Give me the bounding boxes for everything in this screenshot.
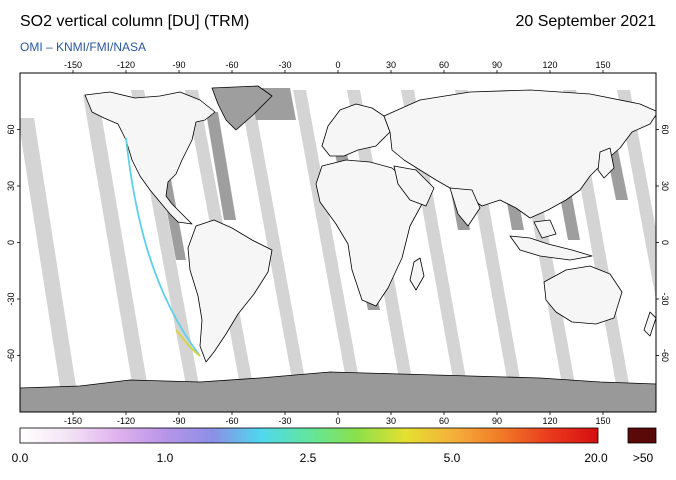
lon-tick-label: -150 [64,416,82,426]
lon-tick-label: 90 [492,416,502,426]
australia [543,265,623,325]
lon-tick-label: 90 [492,60,502,70]
lon-tick-label: -120 [117,416,135,426]
antarctica [20,371,656,412]
india [449,187,481,227]
swath-gap-land [206,112,236,220]
map-title: SO2 vertical column [DU] (TRM) [20,13,250,30]
lat-tick-label: 30 [660,181,670,191]
colorbar-label-max: >50 [632,451,654,465]
lat-tick-label: 0 [6,240,16,245]
colorbar-label-min: 0.0 [11,451,29,465]
colorbar-label: 20.0 [584,451,608,465]
lat-tick-label: -60 [6,349,16,362]
lat-tick-label: -30 [6,292,16,305]
borneo [533,219,557,239]
colorbar-label: 1.0 [156,451,174,465]
lat-tick-label: -30 [660,292,670,305]
lon-tick-label: -60 [225,60,238,70]
swath-gap [239,90,311,412]
new-zealand [643,311,656,337]
map-date: 20 September 2021 [515,13,656,30]
colorbar-max-swatch [627,427,657,444]
arabian-peninsula [393,165,435,207]
lon-tick-label: -90 [172,416,185,426]
swath-gap [20,118,80,412]
lon-tick-label: 30 [386,416,396,426]
africa [315,159,423,307]
asia [383,89,656,219]
colorbar-label: 2.5 [299,451,317,465]
colorbar-label: 5.0 [443,451,461,465]
lon-tick-label: -150 [64,60,82,70]
lat-tick-label: 30 [6,181,16,191]
north-america [84,91,216,225]
lon-tick-label: 120 [542,60,557,70]
lon-tick-label: -30 [278,60,291,70]
japan [597,147,615,179]
swath-gap [617,90,656,300]
lon-tick-label: 120 [542,416,557,426]
lon-tick-label: 0 [335,60,340,70]
colorbar [19,427,599,444]
data-credit: OMI – KNMI/FMI/NASA [20,40,147,54]
swath-gap [401,90,472,412]
lat-tick-label: 60 [660,124,670,134]
so2-plume-trace-tail [175,329,201,357]
indonesia [509,235,593,261]
lat-tick-label: 60 [6,124,16,134]
lat-tick-label: 0 [660,240,670,245]
greenland [211,85,273,131]
lon-tick-label: -60 [225,416,238,426]
lat-ticks-left: 60 30 0 -30 -60 [6,124,20,362]
lon-tick-label: 150 [595,60,610,70]
lat-ticks-right: 60 30 0 -30 -60 [656,124,670,362]
so2-plume-trace [125,137,201,357]
lon-tick-label: 0 [335,416,340,426]
lon-tick-label: -30 [278,416,291,426]
lon-tick-label: 150 [595,416,610,426]
lon-tick-label: 60 [439,416,449,426]
lon-ticks-bottom: -150 -120 -90 -60 -30 0 30 60 90 120 150 [64,412,611,426]
lon-tick-label: -90 [172,60,185,70]
lon-tick-label: 60 [439,60,449,70]
swath-gap [83,95,152,412]
lon-tick-label: -120 [117,60,135,70]
south-america [187,219,273,363]
madagascar [409,257,425,291]
swath-gap [293,90,365,412]
land-masses [20,85,656,412]
lon-tick-label: 30 [386,60,396,70]
lat-tick-label: -60 [660,349,670,362]
lon-ticks-top: -150 -120 -90 -60 -30 0 30 60 90 120 150 [64,60,611,73]
